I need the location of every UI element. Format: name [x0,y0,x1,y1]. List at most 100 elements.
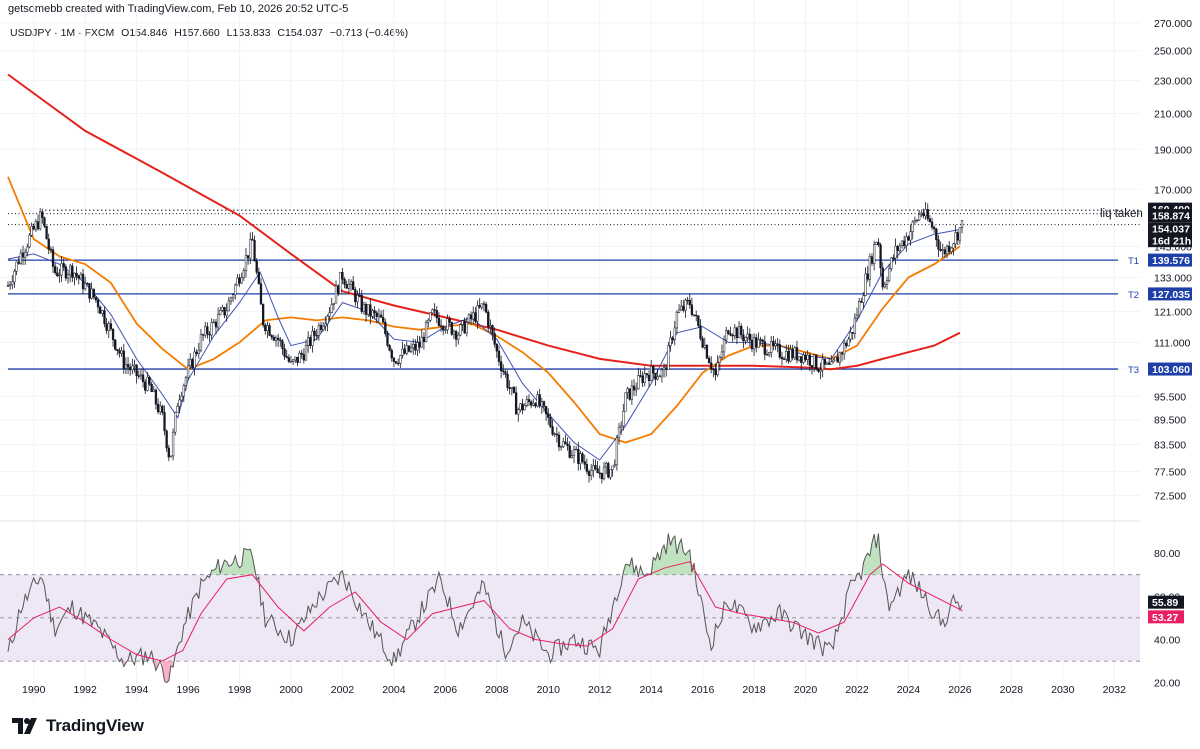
time-tick-label: 2002 [331,684,355,696]
candle-body [635,388,638,391]
candle-body [84,283,87,290]
candle-body [154,389,158,405]
candle-body [349,281,353,285]
ma-line-e5221b[interactable] [7,73,961,371]
candle-body [304,345,308,361]
candle-body [536,394,539,407]
candle-body [532,403,535,406]
candle-body [585,464,589,472]
candle-body [502,370,505,373]
candle-body [195,351,198,354]
candle-body [710,362,713,370]
candle-body [229,297,233,302]
candle-body [210,322,213,336]
candle-body [525,399,528,406]
candle-body [716,362,719,376]
rsi-ma-line[interactable] [7,561,963,662]
candle-body [317,324,321,336]
candle-body [744,337,747,342]
candle-body [549,417,552,427]
candle-body [429,312,432,321]
candle-body [812,354,816,368]
candle-body [785,351,788,360]
price-tick-label: 133.000 [1154,272,1192,284]
candle-body [495,344,498,352]
ma-line-f57c00[interactable] [7,176,961,444]
candle-body [677,309,681,313]
candle-body [197,349,200,354]
candle-body [759,339,762,341]
candle-body [755,337,758,348]
candle-body [69,265,72,275]
candle-body [772,340,775,347]
candle-body [620,425,623,428]
candle-body [684,299,687,311]
candle-body [506,374,509,388]
symbol-high: H157.660 [174,27,220,39]
candle-body [352,281,355,290]
candle-body [459,324,462,336]
candle-body [701,338,704,348]
candle-body [765,354,769,356]
candle-body [448,318,451,323]
candle-body [731,334,734,337]
candle-body [692,314,696,316]
price-tick-label: 250.000 [1154,46,1192,58]
candle-body [568,445,571,458]
candle-body [793,347,796,359]
candle-body [615,437,619,465]
candle-body [770,340,773,353]
candle-body [594,465,597,469]
rsi-line[interactable] [7,533,963,684]
candle-body [909,231,912,241]
candle-body [581,453,584,462]
candle-body [345,284,348,289]
candle-body [609,469,612,478]
candle-body [64,266,68,279]
candle-body [96,299,100,308]
rsi-plot [0,533,1140,684]
candle-body [373,310,376,314]
candle-body [712,368,715,371]
candle-body [193,351,196,369]
candle-body [204,326,207,336]
candle-body [261,304,265,326]
symbol-change: −0.713 (−0.46%) [329,27,409,39]
candle-body [647,374,651,381]
candle-body [382,317,385,323]
candle-body [58,274,61,277]
candle-body [776,343,779,345]
candle-body [722,339,726,353]
candle-body [88,283,91,299]
candle-body [613,464,616,467]
tag-158-874-text: 158.874 [1152,211,1190,223]
candle-body [926,209,929,220]
candle-body [875,241,878,245]
candle-body [851,332,854,334]
candle-body [821,358,824,371]
candle-body [405,345,408,354]
price-tick-label: 77.500 [1154,466,1186,478]
candle-body [905,236,908,246]
candle-body [650,365,653,381]
symbol-ticker[interactable]: USDJPY · 1M · FXCM [10,27,115,39]
candle-body [313,330,316,336]
candle-body [294,356,297,361]
rsi-extreme-fill [863,533,881,575]
candle-body [782,358,786,360]
candle-body [750,339,754,350]
time-tick-label: 2012 [588,684,612,696]
candle-body [201,334,205,336]
candle-body [658,375,661,378]
candle-body [523,405,526,411]
candle-body [671,337,674,340]
candle-body [171,431,175,457]
candle-body [669,337,672,346]
ma-line-3f51b5[interactable] [7,229,960,461]
candle-body [624,392,627,412]
candle-body [817,368,820,372]
candle-body [838,352,841,363]
tradingview-logo[interactable]: TradingView [12,716,144,736]
candle-body [409,347,413,352]
